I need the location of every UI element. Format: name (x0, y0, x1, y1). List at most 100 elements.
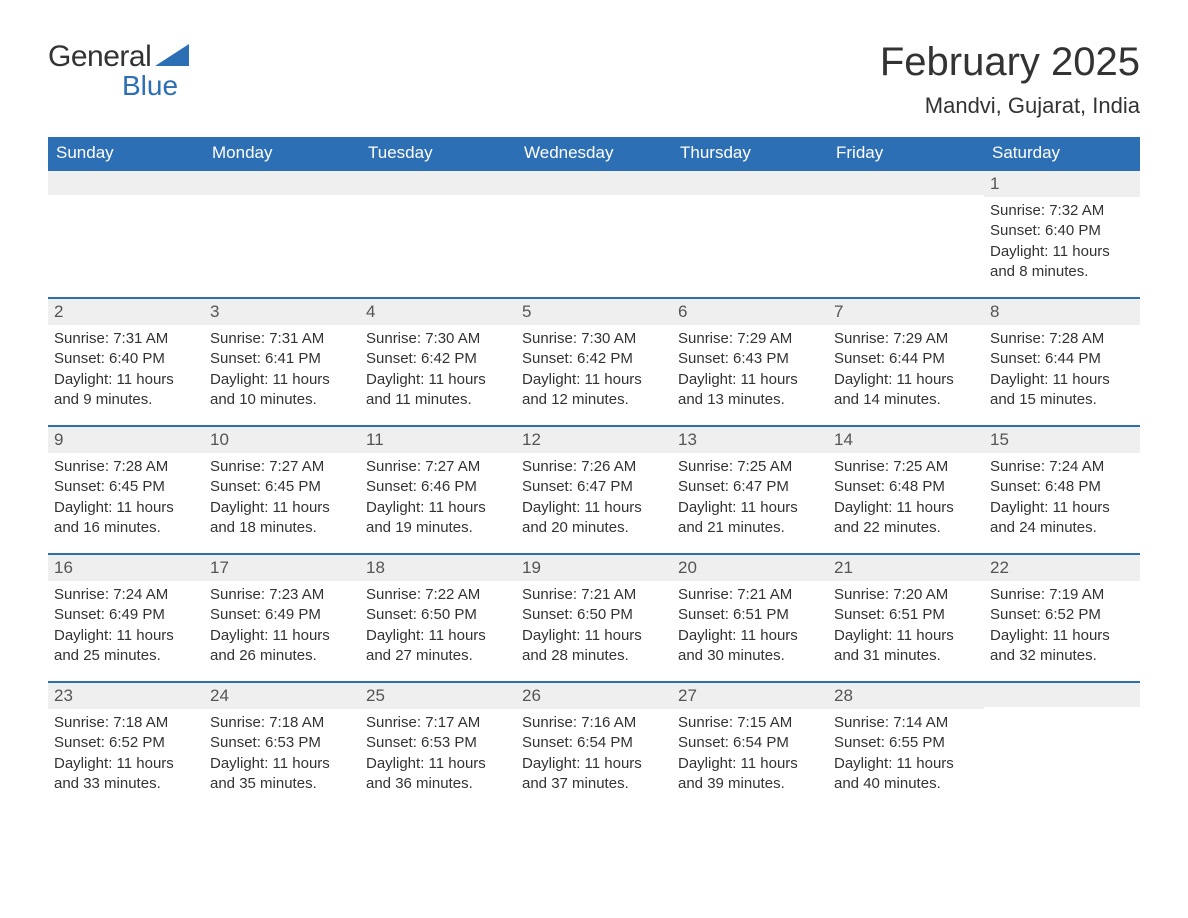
daylight-line: Daylight: 11 hours and 35 minutes. (210, 754, 354, 795)
day-info: Sunrise: 7:31 AMSunset: 6:40 PMDaylight:… (48, 325, 204, 410)
location: Mandvi, Gujarat, India (880, 93, 1140, 119)
calendar-table: SundayMondayTuesdayWednesdayThursdayFrid… (48, 137, 1140, 809)
sunset-line: Sunset: 6:50 PM (522, 605, 666, 625)
daylight-line: Daylight: 11 hours and 20 minutes. (522, 498, 666, 539)
daylight-line: Daylight: 11 hours and 18 minutes. (210, 498, 354, 539)
day-info: Sunrise: 7:23 AMSunset: 6:49 PMDaylight:… (204, 581, 360, 666)
sunrise-line: Sunrise: 7:15 AM (678, 713, 822, 733)
sunrise-line: Sunrise: 7:29 AM (678, 329, 822, 349)
day-cell: 8Sunrise: 7:28 AMSunset: 6:44 PMDaylight… (984, 297, 1140, 425)
sunset-line: Sunset: 6:43 PM (678, 349, 822, 369)
sunset-line: Sunset: 6:44 PM (990, 349, 1134, 369)
day-number: 28 (828, 681, 984, 709)
day-number: 2 (48, 297, 204, 325)
day-info: Sunrise: 7:30 AMSunset: 6:42 PMDaylight:… (516, 325, 672, 410)
day-info: Sunrise: 7:24 AMSunset: 6:49 PMDaylight:… (48, 581, 204, 666)
daylight-line: Daylight: 11 hours and 25 minutes. (54, 626, 198, 667)
sunrise-line: Sunrise: 7:25 AM (678, 457, 822, 477)
sunrise-line: Sunrise: 7:28 AM (54, 457, 198, 477)
day-cell: 6Sunrise: 7:29 AMSunset: 6:43 PMDaylight… (672, 297, 828, 425)
day-info: Sunrise: 7:31 AMSunset: 6:41 PMDaylight:… (204, 325, 360, 410)
day-info: Sunrise: 7:25 AMSunset: 6:48 PMDaylight:… (828, 453, 984, 538)
month-title: February 2025 (880, 40, 1140, 85)
day-cell: 5Sunrise: 7:30 AMSunset: 6:42 PMDaylight… (516, 297, 672, 425)
day-info: Sunrise: 7:22 AMSunset: 6:50 PMDaylight:… (360, 581, 516, 666)
day-info: Sunrise: 7:27 AMSunset: 6:45 PMDaylight:… (204, 453, 360, 538)
sunrise-line: Sunrise: 7:31 AM (210, 329, 354, 349)
sunset-line: Sunset: 6:53 PM (366, 733, 510, 753)
day-cell: 14Sunrise: 7:25 AMSunset: 6:48 PMDayligh… (828, 425, 984, 553)
sunset-line: Sunset: 6:48 PM (834, 477, 978, 497)
day-info: Sunrise: 7:20 AMSunset: 6:51 PMDaylight:… (828, 581, 984, 666)
sunrise-line: Sunrise: 7:23 AM (210, 585, 354, 605)
day-number: 16 (48, 553, 204, 581)
day-cell: 28Sunrise: 7:14 AMSunset: 6:55 PMDayligh… (828, 681, 984, 809)
sunset-line: Sunset: 6:42 PM (366, 349, 510, 369)
daylight-line: Daylight: 11 hours and 16 minutes. (54, 498, 198, 539)
week-row: 9Sunrise: 7:28 AMSunset: 6:45 PMDaylight… (48, 425, 1140, 553)
day-number: 22 (984, 553, 1140, 581)
sunset-line: Sunset: 6:42 PM (522, 349, 666, 369)
day-number (204, 169, 360, 195)
day-cell: 11Sunrise: 7:27 AMSunset: 6:46 PMDayligh… (360, 425, 516, 553)
sunset-line: Sunset: 6:40 PM (54, 349, 198, 369)
week-row: 2Sunrise: 7:31 AMSunset: 6:40 PMDaylight… (48, 297, 1140, 425)
day-cell: 17Sunrise: 7:23 AMSunset: 6:49 PMDayligh… (204, 553, 360, 681)
sunrise-line: Sunrise: 7:25 AM (834, 457, 978, 477)
day-info: Sunrise: 7:21 AMSunset: 6:51 PMDaylight:… (672, 581, 828, 666)
day-number (360, 169, 516, 195)
day-info: Sunrise: 7:27 AMSunset: 6:46 PMDaylight:… (360, 453, 516, 538)
day-cell: 7Sunrise: 7:29 AMSunset: 6:44 PMDaylight… (828, 297, 984, 425)
day-info: Sunrise: 7:30 AMSunset: 6:42 PMDaylight:… (360, 325, 516, 410)
daylight-line: Daylight: 11 hours and 15 minutes. (990, 370, 1134, 411)
logo: General Blue (48, 40, 189, 102)
sunset-line: Sunset: 6:41 PM (210, 349, 354, 369)
day-cell: 24Sunrise: 7:18 AMSunset: 6:53 PMDayligh… (204, 681, 360, 809)
day-info: Sunrise: 7:25 AMSunset: 6:47 PMDaylight:… (672, 453, 828, 538)
header: General Blue February 2025 Mandvi, Gujar… (48, 40, 1140, 119)
day-number: 21 (828, 553, 984, 581)
sunset-line: Sunset: 6:52 PM (54, 733, 198, 753)
sunset-line: Sunset: 6:51 PM (834, 605, 978, 625)
day-number: 27 (672, 681, 828, 709)
logo-text-blue: Blue (122, 70, 189, 102)
daylight-line: Daylight: 11 hours and 10 minutes. (210, 370, 354, 411)
day-info: Sunrise: 7:16 AMSunset: 6:54 PMDaylight:… (516, 709, 672, 794)
sunset-line: Sunset: 6:48 PM (990, 477, 1134, 497)
sunrise-line: Sunrise: 7:32 AM (990, 201, 1134, 221)
day-number: 6 (672, 297, 828, 325)
day-number (48, 169, 204, 195)
daylight-line: Daylight: 11 hours and 27 minutes. (366, 626, 510, 667)
day-cell (828, 169, 984, 297)
sunrise-line: Sunrise: 7:24 AM (990, 457, 1134, 477)
daylight-line: Daylight: 11 hours and 22 minutes. (834, 498, 978, 539)
day-cell: 15Sunrise: 7:24 AMSunset: 6:48 PMDayligh… (984, 425, 1140, 553)
day-number (984, 681, 1140, 707)
day-cell: 12Sunrise: 7:26 AMSunset: 6:47 PMDayligh… (516, 425, 672, 553)
day-cell: 13Sunrise: 7:25 AMSunset: 6:47 PMDayligh… (672, 425, 828, 553)
calendar-body: 1Sunrise: 7:32 AMSunset: 6:40 PMDaylight… (48, 169, 1140, 809)
sunrise-line: Sunrise: 7:14 AM (834, 713, 978, 733)
logo-triangle-icon (155, 44, 189, 71)
sunset-line: Sunset: 6:51 PM (678, 605, 822, 625)
day-number: 20 (672, 553, 828, 581)
day-cell (516, 169, 672, 297)
day-info: Sunrise: 7:24 AMSunset: 6:48 PMDaylight:… (984, 453, 1140, 538)
dow-header: Saturday (984, 137, 1140, 169)
day-number: 4 (360, 297, 516, 325)
day-number: 25 (360, 681, 516, 709)
daylight-line: Daylight: 11 hours and 14 minutes. (834, 370, 978, 411)
day-cell: 16Sunrise: 7:24 AMSunset: 6:49 PMDayligh… (48, 553, 204, 681)
day-cell: 2Sunrise: 7:31 AMSunset: 6:40 PMDaylight… (48, 297, 204, 425)
day-number: 12 (516, 425, 672, 453)
daylight-line: Daylight: 11 hours and 39 minutes. (678, 754, 822, 795)
day-number: 8 (984, 297, 1140, 325)
daylight-line: Daylight: 11 hours and 11 minutes. (366, 370, 510, 411)
sunrise-line: Sunrise: 7:20 AM (834, 585, 978, 605)
day-cell: 18Sunrise: 7:22 AMSunset: 6:50 PMDayligh… (360, 553, 516, 681)
day-info: Sunrise: 7:17 AMSunset: 6:53 PMDaylight:… (360, 709, 516, 794)
daylight-line: Daylight: 11 hours and 8 minutes. (990, 242, 1134, 283)
sunrise-line: Sunrise: 7:21 AM (678, 585, 822, 605)
sunset-line: Sunset: 6:50 PM (366, 605, 510, 625)
day-cell: 3Sunrise: 7:31 AMSunset: 6:41 PMDaylight… (204, 297, 360, 425)
